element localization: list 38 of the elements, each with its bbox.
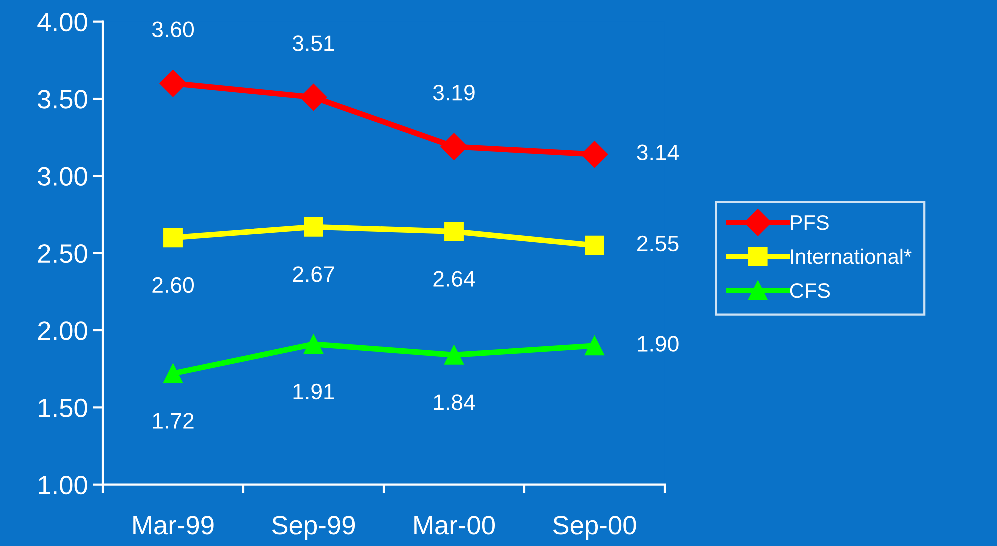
point [304,217,324,237]
data-label: 1.72 [153,413,194,429]
data-label: 3.60 [152,22,194,38]
y-tick-label: 1.50 [39,398,88,418]
data-label: 1.91 [294,384,334,400]
point [585,336,604,356]
data-label: 1.84 [434,394,476,410]
point [581,141,608,168]
point [300,84,328,111]
point [444,345,464,365]
point [440,133,468,160]
point [160,70,187,98]
legend-label: PFS [791,215,829,230]
data-label: 3.19 [433,85,475,101]
legend-label: CFS [790,283,830,298]
x-tick-label: Sep-99 [272,516,356,540]
data-label: 3.51 [292,36,334,52]
x-tick-label: Mar-00 [414,516,496,535]
data-label: 2.64 [434,271,476,287]
y-tick-label: 1.00 [39,476,88,495]
point [164,228,183,248]
x-tick-label: Sep-00 [553,516,636,540]
point [164,364,183,384]
y-tick-label: 3.50 [38,90,88,109]
y-tick-label: 4.00 [38,12,88,32]
data-label: 2.60 [152,277,194,294]
data-label: 1.90 [638,336,679,352]
point [585,236,604,256]
data-label: 2.67 [293,266,334,282]
y-tick-label: 3.00 [38,167,88,186]
legend-label: International* [791,248,912,264]
data-label: 2.55 [638,236,679,252]
point [444,222,464,242]
x-tick-label: Mar-99 [134,516,214,535]
point [304,334,324,354]
y-tick-label: 2.50 [38,244,88,264]
y-tick-label: 2.00 [38,322,88,340]
data-label: 3.14 [637,144,680,161]
